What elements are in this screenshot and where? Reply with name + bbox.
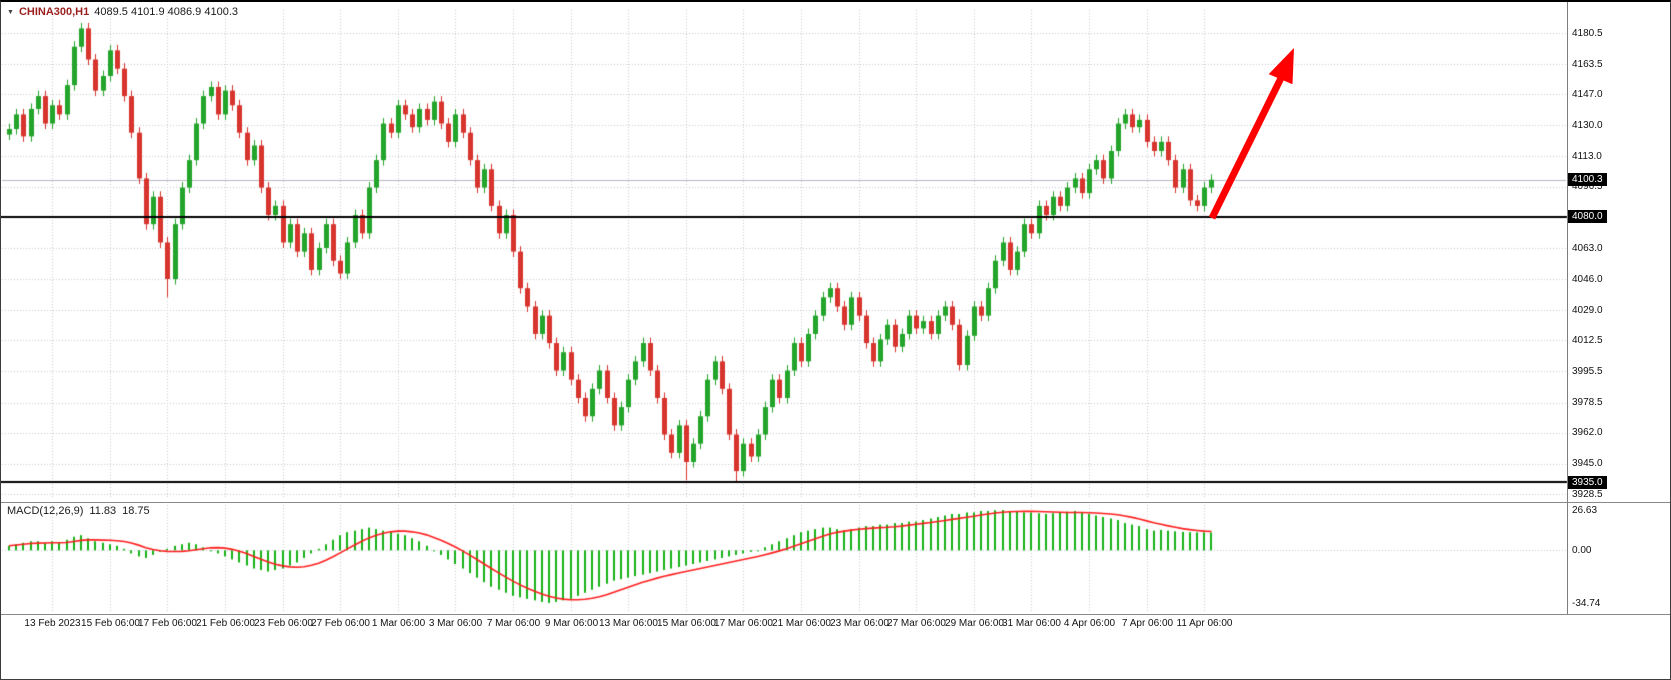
time-axis-label: 7 Mar 06:00: [486, 618, 541, 629]
time-axis-label: 9 Mar 06:00: [544, 618, 599, 629]
time-axis-label: 31 Mar 06:00: [1002, 618, 1061, 629]
time-axis-label: 13 Feb 2023: [24, 618, 81, 629]
hline-price-badge-lower: 3935.0: [1568, 475, 1607, 489]
time-axis-label: 7 Apr 06:00: [1121, 618, 1174, 629]
time-axis-label: 4 Apr 06:00: [1063, 618, 1116, 629]
macd-indicator-label: MACD(12,26,9) 11.83 18.75: [7, 505, 150, 517]
time-axis-label: 11 Apr 06:00: [1176, 618, 1233, 629]
macd-axis-label: -34.74: [1572, 597, 1601, 609]
macd-axis-label: 0.00: [1572, 544, 1592, 556]
price-axis-label: 4180.5: [1572, 27, 1603, 39]
macd-value: 11.83: [89, 505, 117, 517]
time-axis-label: 17 Mar 06:00: [714, 618, 773, 629]
trend-arrow-head: [1268, 48, 1294, 85]
price-axis-label: 3995.5: [1572, 365, 1603, 377]
macd-axis-label: 26.63: [1572, 504, 1598, 516]
trend-arrow-annotation[interactable]: [1199, 38, 1309, 238]
time-axis-label: 1 Mar 06:00: [371, 618, 426, 629]
symbol-name: CHINA300,H1: [18, 6, 90, 18]
current-price-badge: 4100.3: [1568, 173, 1607, 187]
time-axis-divider: [1, 614, 1670, 615]
symbol-dropdown-icon: ▼: [7, 8, 14, 16]
price-axis-label: 3945.0: [1572, 458, 1603, 470]
price-axis-label: 4063.0: [1572, 242, 1603, 254]
price-axis-label: 4163.5: [1572, 58, 1603, 70]
time-axis-label: 3 Mar 06:00: [428, 618, 483, 629]
hline-price-badge-upper: 4080.0: [1568, 210, 1607, 224]
price-axis-label: 4029.0: [1572, 304, 1603, 316]
time-axis-label: 27 Mar 06:00: [887, 618, 946, 629]
time-axis-label: 29 Mar 06:00: [945, 618, 1004, 629]
price-axis-label: 4113.0: [1572, 151, 1602, 162]
price-axis-label: 4147.0: [1572, 88, 1603, 100]
time-axis-label: 23 Feb 06:00: [254, 618, 313, 629]
price-axis-label: 4046.0: [1572, 273, 1603, 285]
time-axis-label: 27 Feb 06:00: [311, 618, 370, 629]
trend-arrow-shaft: [1208, 74, 1286, 220]
symbol-ohlc-values: 4089.5 4101.9 4086.9 4100.3: [94, 6, 238, 18]
time-axis-label: 15 Feb 06:00: [81, 618, 140, 629]
time-axis-label: 21 Mar 06:00: [772, 618, 831, 629]
time-axis-label: 17 Feb 06:00: [138, 618, 197, 629]
macd-signal-value: 18.75: [122, 505, 150, 517]
time-axis-label: 23 Mar 06:00: [830, 618, 889, 629]
price-axis-label: 4130.0: [1572, 119, 1603, 131]
macd-name: MACD(12,26,9): [7, 505, 84, 517]
time-axis-label: 15 Mar 06:00: [657, 618, 716, 629]
price-axis-separator: [1567, 2, 1568, 614]
price-axis-label: 4096.5: [1572, 181, 1603, 193]
macd-panel-divider[interactable]: [1, 502, 1670, 503]
price-axis-label: 3978.5: [1572, 397, 1603, 408]
symbol-ohlc-label: ▼ CHINA300,H1 4089.5 4101.9 4086.9 4100.…: [7, 6, 238, 18]
price-axis-label: 4012.5: [1572, 334, 1603, 346]
price-axis-label: 3962.0: [1572, 427, 1603, 439]
time-axis-label: 21 Feb 06:00: [196, 618, 255, 629]
time-axis-label: 13 Mar 06:00: [599, 618, 658, 629]
price-axis-label: 3928.5: [1572, 488, 1603, 500]
